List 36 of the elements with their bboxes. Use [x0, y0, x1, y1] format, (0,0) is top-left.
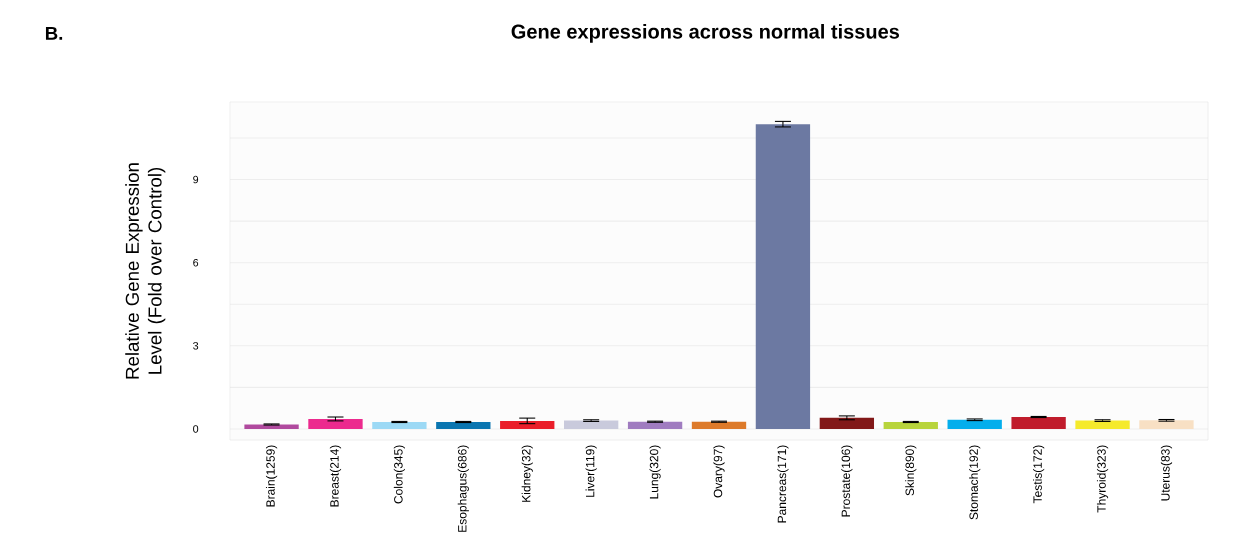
- y-tick-label: 3: [193, 342, 199, 350]
- x-tick-label: Breast(214): [329, 445, 342, 507]
- bar: [947, 419, 1002, 429]
- y-tick-label: 9: [193, 175, 199, 184]
- bar: [1075, 420, 1130, 429]
- bar: [372, 421, 427, 429]
- x-tick-label: Thyroid(323): [1096, 445, 1109, 513]
- bar: [627, 421, 683, 429]
- y-axis-title: Relative Gene Expression Level (Fold over Control): [125, 163, 166, 379]
- chart-title: Gene expressions across normal tissues: [511, 24, 900, 43]
- text: B.: [45, 26, 63, 40]
- x-tick-label: Stomach(192): [969, 445, 981, 520]
- x-tick-label: Testis(172): [1033, 445, 1045, 504]
- bar: [436, 421, 491, 429]
- bar: [308, 418, 363, 429]
- bar: [819, 417, 875, 429]
- x-tick-label: Brain(1259): [265, 445, 278, 507]
- x-tick-label: Colon(345): [393, 445, 405, 504]
- bar: [883, 421, 938, 429]
- y-tick-label: 6: [193, 258, 199, 267]
- x-tick-label: Prostate(106): [841, 445, 853, 517]
- bar: [1139, 420, 1194, 429]
- x-tick-label: Uterus(83): [1160, 445, 1173, 501]
- bar: [1011, 417, 1066, 429]
- bar: [755, 124, 811, 429]
- x-tick-label: Liver(119): [585, 445, 597, 497]
- x-tick-label: Kidney(32): [521, 445, 533, 502]
- bar: [691, 421, 747, 429]
- x-tick-label: Skin(890): [905, 445, 917, 496]
- x-tick-label: Lung(320): [649, 445, 661, 499]
- bar: [500, 420, 555, 429]
- x-tick-label: Ovary(97): [713, 445, 725, 498]
- bar: [564, 420, 619, 429]
- x-tick-label: Pancreas(171): [777, 445, 789, 523]
- y-tick-label: 0: [193, 425, 199, 433]
- x-tick-label: Esophagus(686): [457, 445, 469, 532]
